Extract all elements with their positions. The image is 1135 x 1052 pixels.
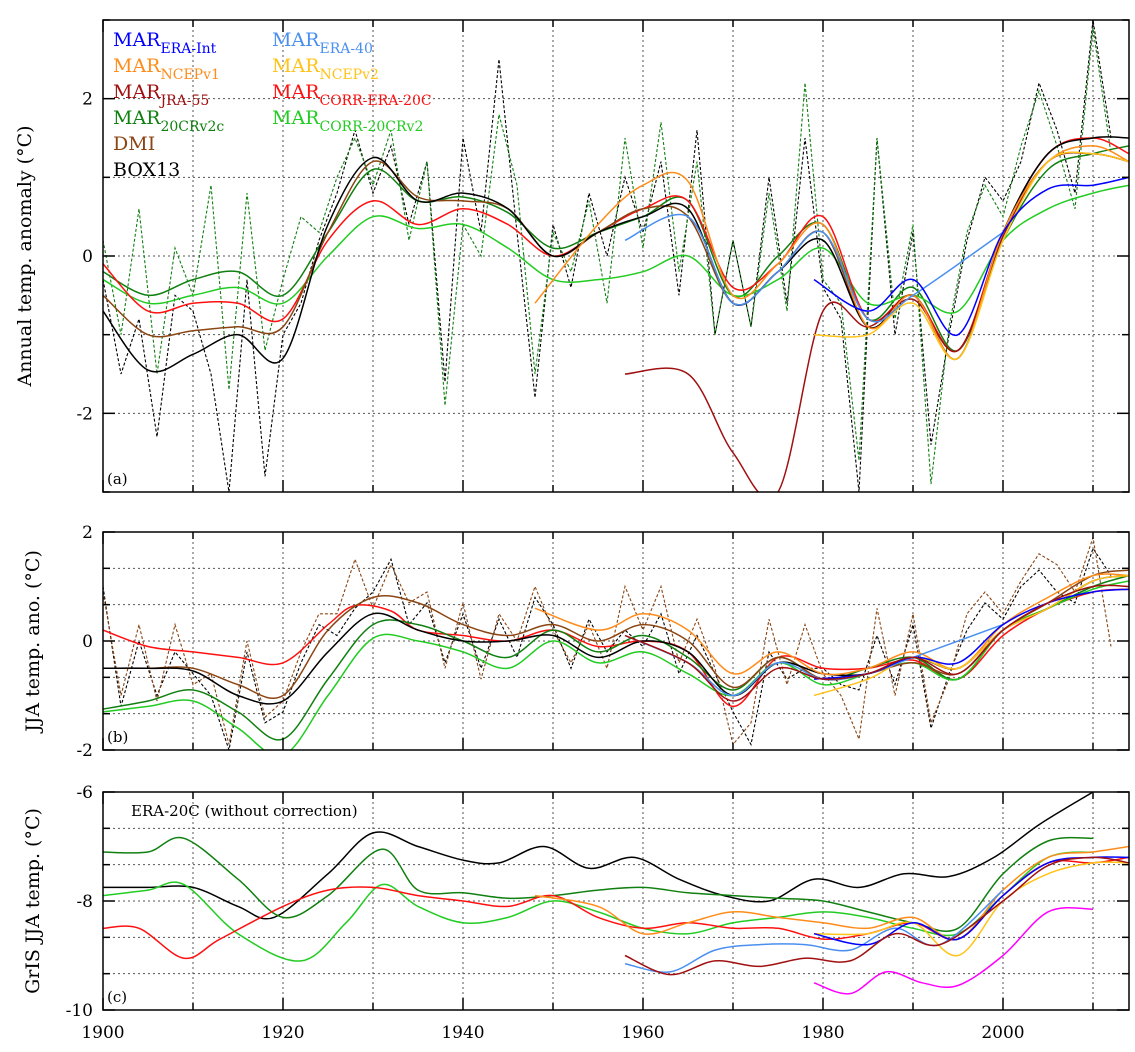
- series-line-MAR_ERA_Int-smooth: [813, 176, 1129, 336]
- series-line-MAR_CORR_ERA_20C-smooth: [103, 856, 1129, 960]
- panel-label: (c): [107, 988, 127, 1006]
- x-ticks: [102, 20, 1094, 492]
- y-axis-title: GrIS JJA temp. (°C): [22, 808, 44, 994]
- legend-base: MAR: [272, 29, 320, 51]
- y-tick-label: -2: [76, 404, 93, 424]
- series-line-MAR_ERA_Int-smooth: [813, 856, 1129, 946]
- y-tick-label: 0: [82, 632, 93, 652]
- y-ticks: -2 0 2: [76, 523, 1129, 761]
- legend-entry-MAR_NCEPv2: MARNCEPv2: [272, 55, 379, 83]
- y-tick-label: -8: [76, 892, 93, 912]
- legend-base: MAR: [272, 55, 320, 77]
- y-tick-label: 2: [82, 523, 93, 543]
- series-line-MAR_JRA_55-smooth: [624, 584, 1129, 702]
- series-line-BOX13-annual: [103, 547, 1112, 750]
- series-line-MAR_CORR_20CRv2-smooth: [103, 580, 1129, 750]
- x-ticks: [102, 532, 1094, 750]
- series-group: [103, 537, 1129, 750]
- legend-base: MAR: [113, 107, 161, 129]
- legend-sub: NCEPv1: [160, 67, 219, 83]
- legend-entry-MAR_CORR_ERA_20C: MARCORR-ERA-20C: [272, 81, 432, 109]
- y-tick-label: -6: [76, 783, 93, 803]
- legend-entry-MAR_ERA_40: MARERA-40: [272, 29, 373, 57]
- panel-b: -2 0 2 JJA temp. ano. (°C) (b): [22, 523, 1130, 761]
- legend-base: MAR: [113, 29, 161, 51]
- legend-sub: 20CRv2c: [160, 119, 224, 135]
- legend-sub: CORR-ERA-20C: [319, 93, 431, 109]
- legend-base: BOX13: [113, 159, 180, 181]
- legend-base: MAR: [272, 107, 320, 129]
- y-tick-label: -10: [66, 1001, 93, 1021]
- y-tick-label: 2: [82, 90, 93, 110]
- panel-c: 1900 1920 1940 1960 1980 2000 -10 -8 -6 GrIS JJA …: [22, 783, 1130, 1043]
- panel-a: -2 0 2 Annual temp. anomaly (°C) (a): [14, 19, 1130, 493]
- series-line-MAR_20CRv2c-smooth: [103, 574, 1129, 741]
- grid: [103, 20, 1129, 492]
- legend-sub: ERA-40: [319, 41, 372, 57]
- legend-entry-MAR_CORR_20CRv2: MARCORR-20CRv2: [272, 107, 423, 135]
- panel-label: (a): [107, 470, 128, 488]
- series-line-MAR_NCEPv1-smooth: [534, 145, 1129, 361]
- y-ticks: -2 0 2: [76, 19, 1129, 493]
- legend-base: MAR: [113, 81, 161, 103]
- series-group: [103, 792, 1129, 995]
- y-ticks: -10 -8 -6: [66, 783, 1129, 1021]
- grid: [103, 532, 1129, 750]
- legend-entry-DMI: DMI: [113, 133, 155, 155]
- series-line-MAR_CORR_20CRv2-smooth: [103, 184, 1129, 314]
- grid: [103, 792, 1129, 1010]
- series-line-BOX13-annual: [103, 20, 1112, 492]
- series-line-BOX13-smooth: [103, 792, 1094, 920]
- legend-sub: CORR-20CRv2: [319, 119, 423, 135]
- plot-frame: [102, 19, 1130, 493]
- series-line-MAR_NCEPv2-smooth: [813, 574, 1129, 697]
- legend-entry-BOX13: BOX13: [113, 159, 180, 181]
- legend-entry-MAR_NCEPv1: MARNCEPv1: [113, 55, 220, 83]
- series-line-MAR_JRA_55-smooth: [624, 856, 1129, 976]
- x-tick-label: 1980: [801, 1023, 844, 1043]
- legend-sub: NCEPv2: [319, 67, 378, 83]
- series-line-MAR_NCEPv2-smooth: [813, 151, 1129, 361]
- series-group: [103, 20, 1129, 492]
- series-line-MAR_NCEPv1-smooth: [534, 845, 1129, 941]
- series-line-MAR_JRA_55-smooth: [624, 151, 1129, 492]
- y-axis-title: JJA temp. ano. (°C): [22, 550, 44, 734]
- series-line-BOX13-smooth: [103, 136, 1129, 373]
- x-tick-label: 1960: [621, 1023, 664, 1043]
- x-tick-label: 1900: [81, 1023, 124, 1043]
- series-line-DMI-annual: [103, 537, 1112, 746]
- y-tick-label: -2: [76, 741, 93, 761]
- panel-label: (b): [107, 728, 128, 746]
- y-tick-label: 0: [82, 247, 93, 267]
- series-line-MAR_ERA_40-smooth: [624, 213, 1004, 323]
- series-line-DMI-smooth: [103, 151, 1129, 361]
- x-tick-label: 2000: [981, 1023, 1024, 1043]
- legend-base: MAR: [113, 55, 161, 77]
- x-tick-label: 1920: [261, 1023, 304, 1043]
- y-axis-title: Annual temp. anomaly (°C): [14, 125, 36, 387]
- x-tick-label: 1940: [441, 1023, 484, 1043]
- annotation-era20c: ERA-20C (without correction): [131, 802, 358, 820]
- legend-entry-MAR_20CRv2c: MAR20CRv2c: [113, 107, 224, 135]
- legend-entry-MAR_ERA_Int: MARERA-Int: [113, 29, 217, 57]
- legend-base: DMI: [113, 133, 155, 155]
- series-line-MAR_20CRv2c-annual: [103, 27, 1112, 485]
- legend-sub: JRA-55: [158, 93, 209, 109]
- series-line-MAR_NCEPv1-smooth: [534, 573, 1129, 676]
- x-ticks: 1900 1920 1940 1960 1980 2000: [81, 792, 1094, 1043]
- legend-sub: ERA-Int: [160, 41, 216, 57]
- series-line-MAR_ERA_Int-smooth: [813, 588, 1129, 680]
- series-line-ERA_20C-smooth: [813, 907, 1094, 995]
- legend-base: MAR: [272, 81, 320, 103]
- series-line-MAR_NCEPv2-smooth: [813, 861, 1129, 957]
- legend-entry-MAR_JRA_55: MARJRA-55: [113, 81, 209, 109]
